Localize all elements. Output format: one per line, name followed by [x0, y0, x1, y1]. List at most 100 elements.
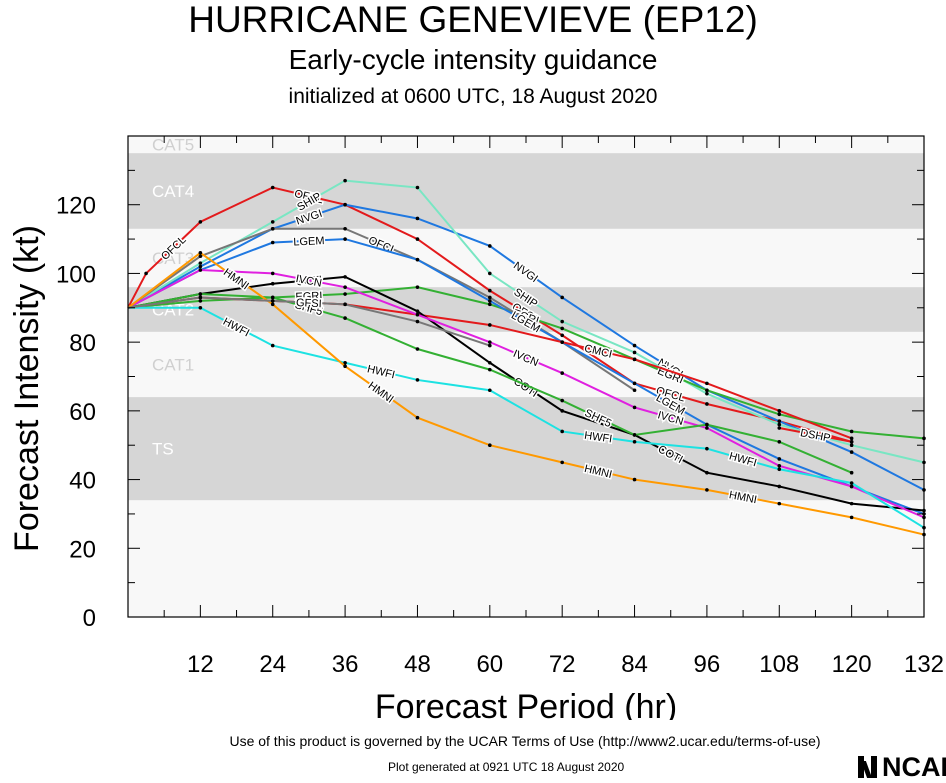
series-line — [127, 251, 925, 536]
x-tick-label: 48 — [404, 651, 431, 678]
data-point — [270, 281, 275, 286]
series-gfsi: GFSI — [127, 295, 492, 348]
data-point — [270, 185, 275, 190]
y-tick-label: 20 — [69, 536, 96, 563]
series-label: CMCI — [295, 297, 324, 310]
data-point — [488, 343, 492, 348]
data-point — [270, 299, 275, 303]
data-point — [849, 481, 854, 485]
y-tick-label: 40 — [69, 468, 96, 495]
data-point — [560, 409, 564, 413]
data-point — [270, 295, 275, 300]
data-point — [488, 388, 492, 393]
data-point — [343, 275, 347, 279]
series-line — [127, 286, 925, 440]
data-point — [198, 305, 203, 310]
x-tick-label: 60 — [476, 651, 503, 678]
data-point — [777, 457, 782, 461]
data-point — [343, 237, 347, 241]
data-point — [560, 319, 564, 324]
x-tick-label: 108 — [759, 651, 799, 678]
x-tick-label: 120 — [832, 651, 872, 678]
data-point — [488, 302, 492, 307]
data-point — [198, 295, 203, 300]
series-line — [127, 179, 925, 464]
y-tick-label: 100 — [56, 261, 96, 288]
y-tick-label: 60 — [69, 399, 96, 426]
data-point — [198, 268, 203, 272]
series-line — [127, 296, 491, 347]
x-axis-label: Forecast Period (hr) — [375, 688, 677, 720]
band-label-cat4: CAT4 — [152, 182, 194, 201]
data-point — [560, 371, 564, 375]
y-tick-label: 120 — [56, 193, 96, 220]
data-point — [849, 515, 854, 520]
data-point — [560, 429, 564, 434]
data-point — [777, 422, 782, 427]
x-tick-label: 24 — [259, 651, 286, 678]
data-point — [560, 295, 564, 300]
series-label: LGEM — [293, 235, 325, 248]
data-point — [198, 261, 203, 265]
data-point — [632, 381, 637, 386]
data-point — [415, 415, 420, 420]
data-point — [415, 378, 420, 382]
data-point — [343, 226, 347, 231]
data-point — [632, 439, 637, 444]
data-point — [415, 285, 420, 289]
chart-title: HURRICANE GENEVIEVE (EP12) — [188, 0, 758, 40]
data-point — [415, 312, 420, 317]
data-point — [632, 405, 637, 410]
terms-of-use: Use of this product is governed by the U… — [229, 733, 821, 749]
data-point — [705, 391, 709, 396]
data-point — [849, 470, 854, 475]
data-point — [198, 220, 203, 224]
data-point — [705, 402, 709, 406]
data-point — [777, 439, 782, 444]
data-point — [144, 271, 148, 276]
data-point — [849, 484, 854, 489]
data-point — [560, 460, 564, 465]
init-time: initialized at 0600 UTC, 18 August 2020 — [288, 85, 658, 108]
data-point — [415, 216, 420, 221]
data-point — [632, 477, 637, 482]
data-point — [343, 360, 347, 365]
data-point — [705, 470, 709, 475]
data-point — [488, 244, 492, 248]
data-point — [343, 302, 347, 307]
data-point — [705, 381, 709, 386]
data-point — [415, 347, 420, 351]
ncar-logo-icon — [858, 756, 880, 778]
data-point — [488, 340, 492, 344]
data-point — [488, 271, 492, 276]
data-point — [560, 340, 564, 344]
data-point — [270, 271, 275, 276]
band-label-cat3: CAT3 — [152, 249, 194, 268]
data-point — [705, 426, 709, 430]
band-label-cat1: CAT1 — [152, 355, 194, 374]
series-label: HWFI — [583, 430, 613, 446]
data-point — [198, 251, 203, 255]
series-line — [127, 186, 852, 443]
data-point — [632, 357, 637, 362]
data-point — [343, 285, 347, 289]
data-point — [560, 398, 564, 403]
data-point — [343, 202, 347, 207]
ncar-logo-text: NCAR — [882, 752, 946, 782]
series-line — [779, 427, 852, 443]
band-ts — [128, 397, 924, 501]
x-tick-label: 12 — [187, 651, 214, 678]
series-line — [128, 306, 925, 529]
data-point — [777, 419, 782, 423]
chart-subtitle: Early-cycle intensity guidance — [288, 44, 658, 75]
data-point — [415, 237, 420, 241]
x-tick-label: 36 — [332, 651, 359, 678]
band-label-ts: TS — [152, 440, 174, 459]
data-point — [632, 350, 637, 355]
series-label: GFSI — [296, 297, 322, 310]
data-point — [415, 257, 420, 262]
data-point — [777, 412, 782, 417]
band-cat4 — [128, 153, 924, 229]
data-point — [270, 220, 275, 224]
data-point — [849, 439, 854, 444]
